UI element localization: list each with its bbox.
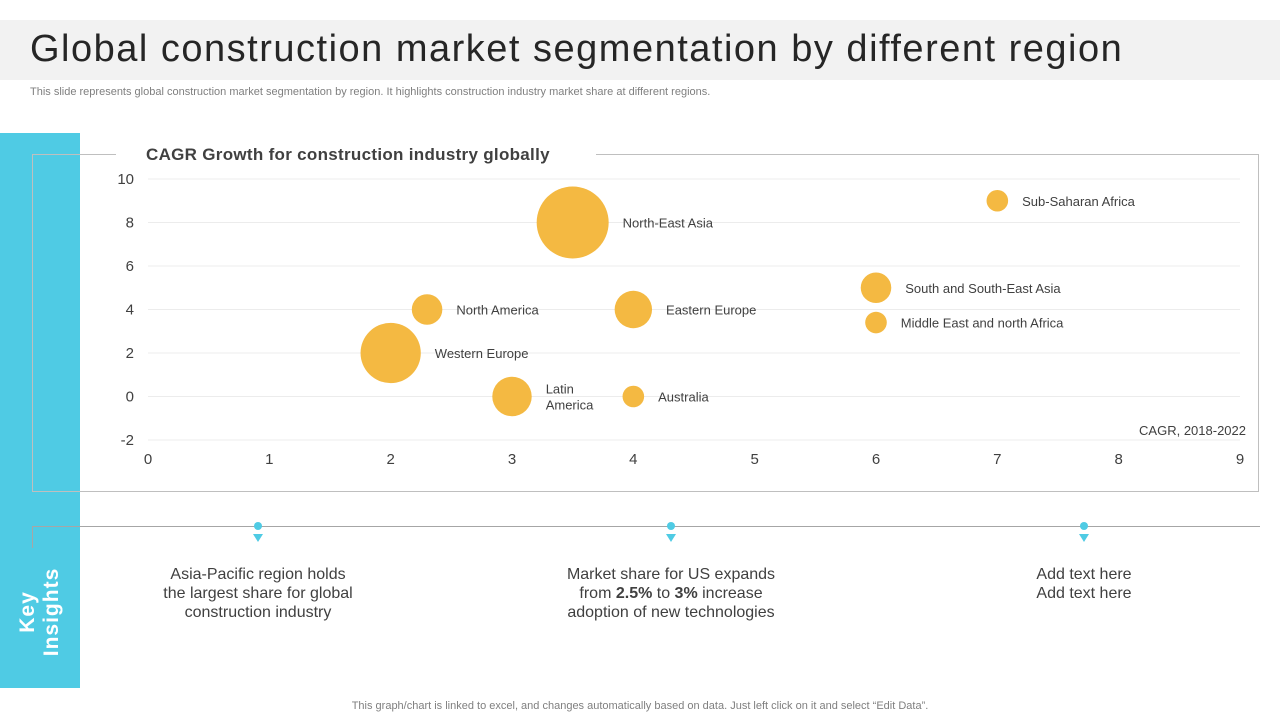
x-tick-label: 1 xyxy=(265,451,273,468)
insight-2-line-2: from 2.5% to 3% increase xyxy=(579,585,763,602)
insights-timeline xyxy=(32,526,1260,527)
bubble-label: North America xyxy=(456,303,539,318)
insight-1-arrow-icon xyxy=(253,534,263,542)
y-tick-label: 0 xyxy=(126,389,134,406)
y-tick-label: 10 xyxy=(117,171,134,188)
x-tick-label: 0 xyxy=(144,451,152,468)
bubble-middle-east-and-north-africa[interactable] xyxy=(865,311,887,334)
chart-title-mask xyxy=(116,144,596,166)
insight-2-dot xyxy=(667,522,675,530)
x-tick-label: 6 xyxy=(872,451,880,468)
insight-1-line-2: the largest share for global xyxy=(163,585,353,602)
x-tick-label: 9 xyxy=(1236,451,1244,468)
axis-note: CAGR, 2018-2022 xyxy=(1139,423,1246,438)
bubble-latin-america[interactable] xyxy=(492,376,532,417)
bubble-south-and-south-east-asia[interactable] xyxy=(860,272,892,304)
insight-2-line-3: adoption of new technologies xyxy=(567,604,775,621)
page-title: Global construction market segmentation … xyxy=(30,28,1124,70)
x-tick-label: 5 xyxy=(750,451,758,468)
x-tick-label: 7 xyxy=(993,451,1001,468)
x-tick-label: 2 xyxy=(386,451,394,468)
bubble-north-east-asia[interactable] xyxy=(536,186,609,259)
insight-2-line-1: Market share for US expands xyxy=(566,566,776,583)
insight-1-line-3: construction industry xyxy=(184,604,332,621)
insights-timeline-tick xyxy=(32,526,33,548)
bubble-eastern-europe[interactable] xyxy=(614,290,653,329)
x-tick-label: 8 xyxy=(1114,451,1122,468)
y-tick-label: 8 xyxy=(126,215,134,232)
bubble-australia[interactable] xyxy=(622,385,645,408)
insight-3-line-1: Add text here xyxy=(1036,566,1132,583)
y-tick-label: 6 xyxy=(126,258,134,275)
bubble-label: Latin America xyxy=(546,382,594,413)
insight-3-text[interactable]: Add text here Add text here xyxy=(964,565,1204,603)
bubble-label: Eastern Europe xyxy=(666,303,756,318)
insight-1-text[interactable]: Asia-Pacific region holds the largest sh… xyxy=(138,565,378,622)
bubble-western-europe[interactable] xyxy=(360,322,421,384)
chart-title[interactable]: CAGR Growth for construction industry gl… xyxy=(146,145,550,164)
x-tick-label: 3 xyxy=(508,451,516,468)
bubble-label: South and South-East Asia xyxy=(905,281,1061,296)
y-tick-label: 4 xyxy=(126,302,134,319)
key-insights-sidebar xyxy=(0,133,80,688)
bubble-label: Sub-Saharan Africa xyxy=(1022,194,1136,209)
bubble-label: Australia xyxy=(658,390,709,405)
insight-2-arrow-icon xyxy=(666,534,676,542)
bubble-north-america[interactable] xyxy=(411,294,443,325)
insight-1-line-1: Asia-Pacific region holds xyxy=(170,566,346,583)
bubble-sub-saharan-africa[interactable] xyxy=(986,189,1009,212)
insight-3-line-2: Add text here xyxy=(1036,585,1132,602)
y-tick-label: 2 xyxy=(126,345,134,362)
title-bar xyxy=(0,20,1280,80)
insight-2-text[interactable]: Market share for US expands from 2.5% to… xyxy=(551,565,791,622)
bubble-label: North-East Asia xyxy=(623,216,714,231)
insight-1-dot xyxy=(254,522,262,530)
bubble-label: Middle East and north Africa xyxy=(901,316,1064,331)
footer-note: This graph/chart is linked to excel, and… xyxy=(351,700,929,712)
x-tick-label: 4 xyxy=(629,451,637,468)
y-tick-label: -2 xyxy=(121,432,134,449)
bubble-label: Western Europe xyxy=(435,346,529,361)
insight-3-dot xyxy=(1080,522,1088,530)
chart-frame xyxy=(32,154,1259,492)
insight-3-arrow-icon xyxy=(1079,534,1089,542)
page-subtitle: This slide represents global constructio… xyxy=(30,86,711,98)
